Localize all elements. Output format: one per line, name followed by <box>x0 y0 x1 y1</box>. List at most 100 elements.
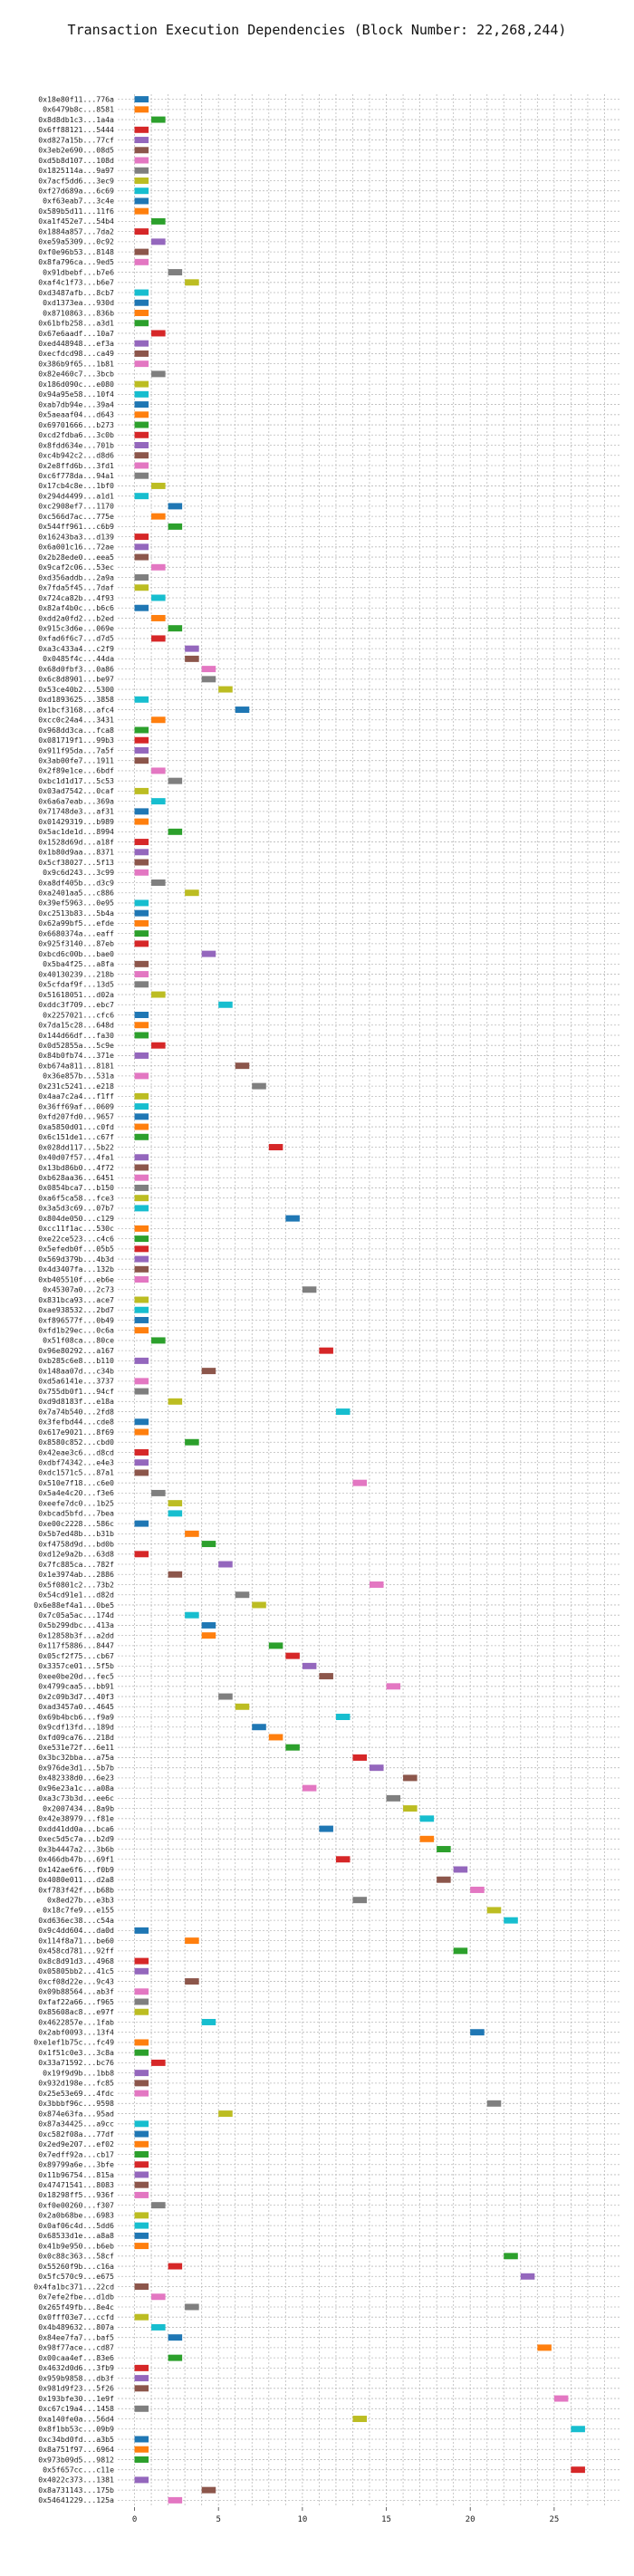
y-tick-label: 0x510e7f18...c6e0 <box>38 1478 114 1487</box>
tx-bar <box>185 655 199 662</box>
tx-bar <box>201 666 216 673</box>
y-tick-label: 0xa2401aa5...c886 <box>38 889 114 898</box>
tx-bar <box>134 1469 149 1476</box>
x-tick-label: 20 <box>466 2515 476 2524</box>
y-tick-label: 0xfd09ca76...218d <box>38 1733 114 1742</box>
y-tick-label: 0x42e38979...f81e <box>38 1814 114 1823</box>
tx-bar <box>134 1072 149 1080</box>
y-tick-label: 0xe1ef1b75c...fc49 <box>34 2038 114 2047</box>
tx-bar <box>134 2171 149 2178</box>
y-tick-label: 0x265f49fb...8e4c <box>38 2302 114 2312</box>
tx-bar <box>134 1225 149 1232</box>
tx-bar <box>134 1357 149 1364</box>
y-tick-label: 0xa8df405b...d3c9 <box>38 878 114 887</box>
tx-bar <box>134 1967 149 1975</box>
tx-bar <box>553 2395 569 2402</box>
y-tick-label: 0x7fda5f45...7daf <box>38 583 114 592</box>
y-tick-label: 0x724ca82b...4f93 <box>38 593 114 602</box>
y-tick-label: 0x2ed9e207...ef02 <box>38 2139 114 2148</box>
tx-bar <box>302 1662 317 1669</box>
tx-bar <box>437 1876 451 1883</box>
tx-bar <box>218 1001 233 1008</box>
y-tick-label: 0x3bbbf96c...9598 <box>38 2099 114 2108</box>
y-tick-label: 0x6c8d8901...be97 <box>38 675 114 684</box>
y-tick-label: 0x386b9f65...1b81 <box>38 359 114 368</box>
y-tick-label: 0xecfdcd98...ca49 <box>38 349 114 358</box>
tx-bar <box>134 1327 149 1334</box>
y-tick-label: 0x2f89e1ce...6bdf <box>38 766 114 775</box>
y-tick-label: 0x4b489632...807a <box>38 2322 114 2331</box>
tx-bar <box>134 2212 149 2219</box>
tx-bar <box>134 808 149 815</box>
tx-bar <box>134 258 149 265</box>
y-tick-label: 0x13bd86b0...4f72 <box>38 1163 114 1172</box>
y-tick-label: 0x5f657cc...c11e <box>43 2465 114 2474</box>
tx-bar <box>201 676 216 683</box>
tx-bar <box>168 777 183 784</box>
tx-bar <box>134 2446 149 2453</box>
y-tick-label: 0x6ff88121...5444 <box>38 125 114 134</box>
y-tick-label: 0xcc0c24a4...3431 <box>38 716 114 725</box>
y-tick-label: 0xd1373ea...930d <box>43 298 114 307</box>
tx-bar <box>201 950 216 957</box>
tx-bar <box>185 1530 199 1537</box>
y-tick-label: 0xf63eab7...3c4e <box>43 197 114 206</box>
tx-bar <box>168 2334 183 2341</box>
y-tick-label: 0x3bc32bba...a75a <box>38 1753 114 1762</box>
y-tick-label: 0x00caa4ef...83e6 <box>38 2353 114 2362</box>
tx-bar <box>134 1998 149 2005</box>
tx-bar <box>185 1978 199 1985</box>
tx-bar <box>134 2181 149 2188</box>
tx-bar <box>268 1642 283 1649</box>
tx-bar <box>268 1734 283 1741</box>
y-tick-label: 0x482338d0...6e23 <box>38 1773 114 1783</box>
y-tick-label: 0x466db47b...69f1 <box>38 1855 114 1864</box>
tx-bar <box>235 1703 250 1710</box>
y-tick-label: 0x25e53e69...4fdc <box>38 2089 114 2098</box>
tx-bar <box>151 2293 166 2301</box>
y-tick-label: 0x2abf0093...13f4 <box>38 2028 114 2037</box>
y-tick-label: 0x82e460c7...3bcb <box>38 370 114 379</box>
y-tick-label: 0x51618051...d02a <box>38 990 114 999</box>
tx-bar <box>134 960 149 967</box>
tx-bar <box>218 2110 233 2118</box>
y-tick-label: 0xe59a5309...0c92 <box>38 237 114 246</box>
tx-bar <box>453 1866 468 1873</box>
tx-bar <box>134 2080 149 2087</box>
y-tick-label: 0x47471541...8083 <box>38 2180 114 2189</box>
y-tick-label: 0x91dbebf...b7e6 <box>43 267 114 276</box>
tx-bar <box>352 2416 367 2423</box>
tx-bar <box>386 1794 401 1802</box>
y-tick-label: 0x18c7fe9...e155 <box>43 1906 114 1915</box>
chart-title: Transaction Execution Dependencies (Bloc… <box>68 22 567 38</box>
tx-bar <box>151 116 166 123</box>
y-tick-label: 0xbc1d1d17...5c53 <box>38 776 114 785</box>
tx-bar <box>134 2283 149 2290</box>
tx-bar <box>403 1774 418 1782</box>
y-tick-label: 0x117f5886...8447 <box>38 1641 114 1650</box>
y-tick-label: 0xc566d7ac...775e <box>38 512 114 521</box>
tx-bar <box>185 1438 199 1446</box>
y-tick-label: 0x186d090c...e080 <box>38 380 114 389</box>
tx-bar <box>134 2232 149 2239</box>
y-tick-label: 0x18298ff5...936f <box>38 2190 114 2199</box>
tx-bar <box>134 462 149 469</box>
tx-bar <box>185 889 199 897</box>
tx-bar <box>134 2476 149 2484</box>
tx-bar <box>134 197 149 205</box>
y-tick-label: 0x458cd781...92ff <box>38 1946 114 1956</box>
tx-bar <box>151 370 166 378</box>
tx-bar <box>151 2323 166 2331</box>
tx-bar <box>537 2344 552 2351</box>
tx-bar <box>185 1611 199 1619</box>
y-tick-label: 0x755db0f1...94cf <box>38 1387 114 1396</box>
y-tick-label: 0x5ac1de1d...8994 <box>38 827 114 836</box>
y-tick-label: 0xa3c433a4...c2f9 <box>38 644 114 653</box>
y-tick-label: 0xf0e00260...f307 <box>38 2200 114 2209</box>
tx-bar <box>134 1195 149 1202</box>
tx-bar <box>134 1927 149 1934</box>
tx-bar <box>252 1601 266 1609</box>
tx-bar <box>134 360 149 368</box>
tx-bar <box>571 2426 585 2433</box>
tx-bar <box>134 96 149 103</box>
